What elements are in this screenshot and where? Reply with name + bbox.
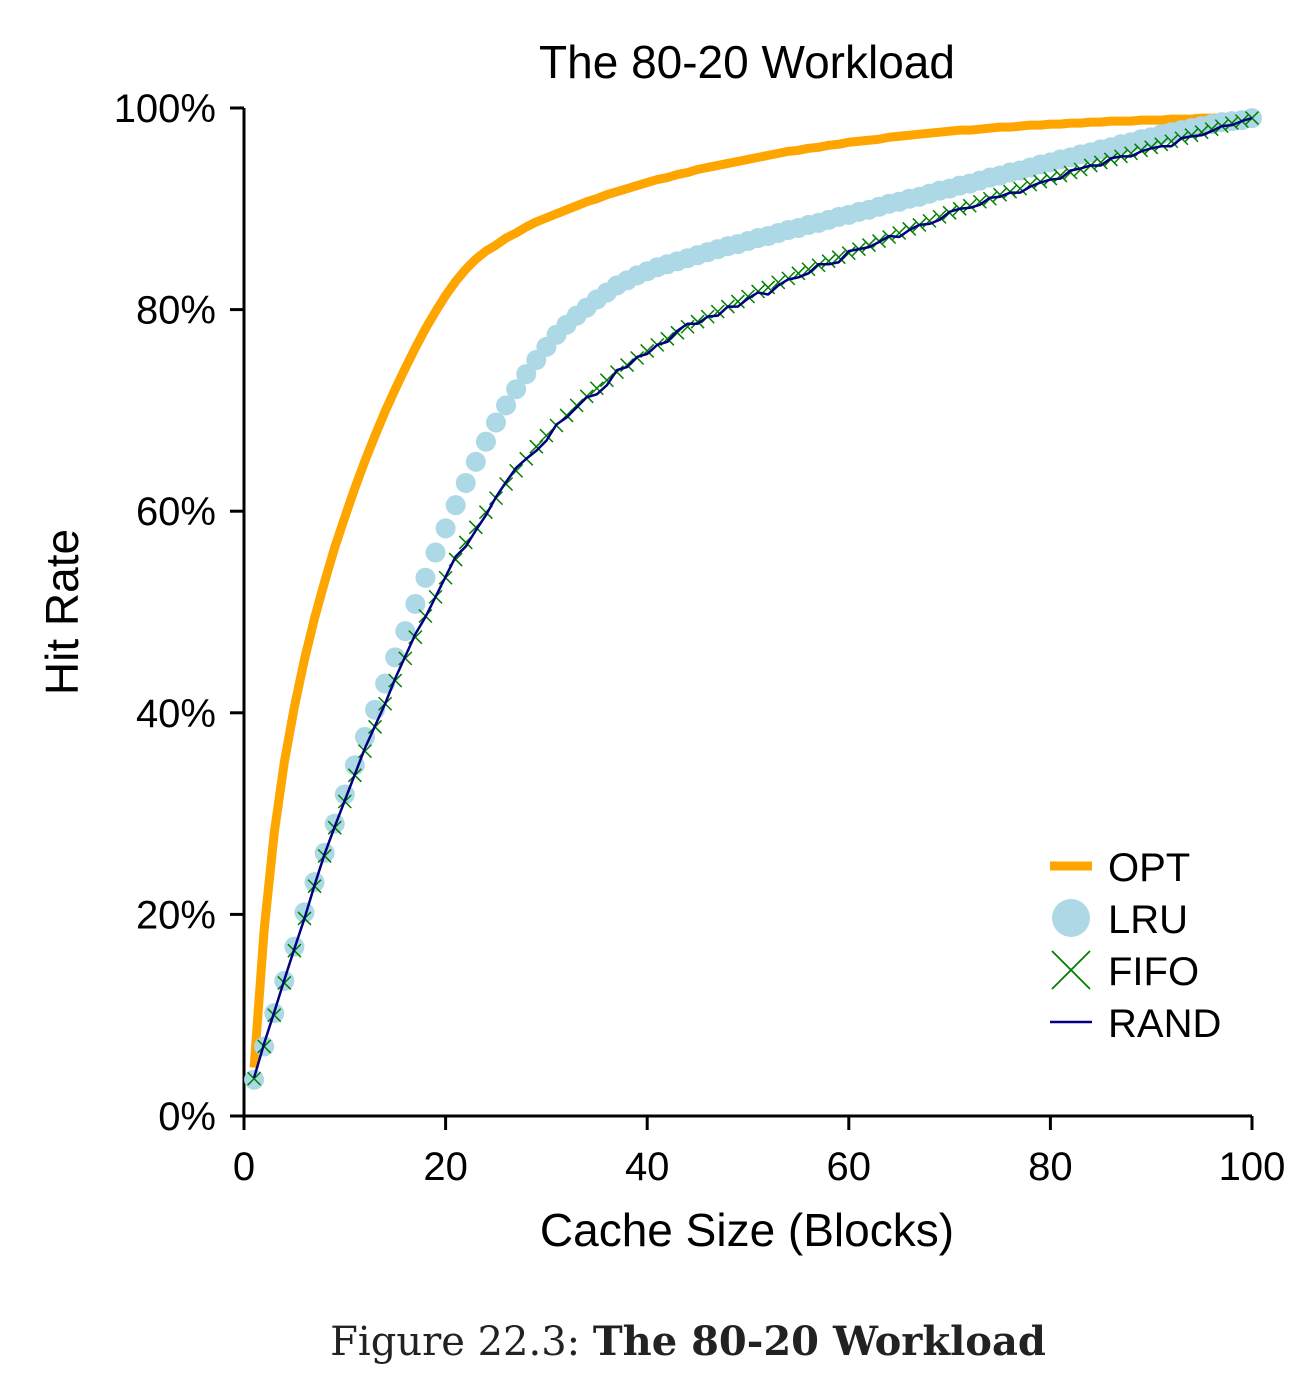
y-tick-label: 40% (136, 692, 216, 736)
x-tick-label: 20 (423, 1145, 468, 1189)
point-fifo (962, 198, 977, 213)
point-fifo (599, 373, 614, 388)
y-tick-label: 100% (114, 87, 216, 131)
series-opt (249, 113, 1252, 1068)
point-lru (435, 518, 456, 539)
y-tick-label: 20% (136, 893, 216, 937)
y-tick-label: 80% (136, 289, 216, 333)
point-lru (425, 542, 446, 563)
point-lru (475, 431, 496, 452)
x-tick-label: 100 (1219, 1145, 1286, 1189)
series-line-opt (249, 113, 1252, 1068)
y-tick-label: 60% (136, 490, 216, 534)
x-axis-label: Cache Size (Blocks) (540, 1204, 954, 1256)
point-fifo (801, 262, 816, 277)
legend-swatch-lru (1052, 899, 1090, 937)
point-fifo (831, 250, 846, 265)
point-lru (506, 379, 527, 400)
series-line-rand (252, 116, 1253, 1079)
point-fifo (1124, 146, 1139, 161)
point-lru (415, 567, 436, 588)
x-tick-label: 40 (625, 1145, 670, 1189)
y-tick-label: 0% (158, 1095, 216, 1139)
point-lru (486, 412, 506, 433)
point-lru (455, 472, 476, 493)
axes (230, 106, 1254, 1130)
series-fifo (247, 111, 1260, 1086)
legend-label-opt: OPT (1108, 846, 1190, 890)
figure-caption: Figure 22.3: The 80-20 Workload (0, 1318, 1295, 1365)
legend-swatch-fifo (1051, 950, 1091, 990)
caption-title: The 80-20 Workload (592, 1318, 1046, 1365)
chart: The 80-20 Workload 0% 20% 40% 60% 80% 100% 0 2… (36, 36, 1286, 1256)
caption-label: Figure 22.3: (330, 1319, 581, 1365)
point-fifo (771, 275, 786, 290)
x-tick-labels: 0 20 40 60 80 100 (233, 1145, 1286, 1189)
legend-label-lru: LRU (1108, 898, 1188, 942)
point-lru (395, 621, 416, 642)
legend: OPT LRU FIFO RAND (1050, 846, 1221, 1046)
x-tick-label: 80 (1028, 1145, 1073, 1189)
point-fifo (861, 238, 876, 253)
point-lru (516, 364, 537, 385)
point-fifo (680, 319, 695, 334)
chart-title: The 80-20 Workload (539, 36, 955, 88)
point-lru (445, 495, 466, 516)
point-lru (496, 395, 517, 416)
x-tick-label: 60 (827, 1145, 872, 1189)
point-fifo (1063, 165, 1078, 180)
point-fifo (690, 314, 705, 329)
x-tick-label: 0 (233, 1145, 255, 1189)
point-fifo (589, 381, 604, 396)
legend-label-fifo: FIFO (1108, 950, 1199, 994)
series-lru (244, 108, 1262, 1090)
point-fifo (247, 1071, 262, 1086)
point-fifo (821, 254, 836, 269)
point-fifo (1093, 155, 1108, 170)
point-lru (465, 451, 486, 472)
legend-label-rand: RAND (1108, 1002, 1221, 1046)
series-rand (252, 116, 1253, 1079)
y-tick-labels: 0% 20% 40% 60% 80% 100% (114, 87, 216, 1139)
point-lru (405, 593, 426, 614)
point-fifo (1154, 137, 1169, 152)
point-lru (294, 902, 315, 923)
point-fifo (992, 187, 1008, 202)
y-axis-label: Hit Rate (36, 529, 88, 695)
